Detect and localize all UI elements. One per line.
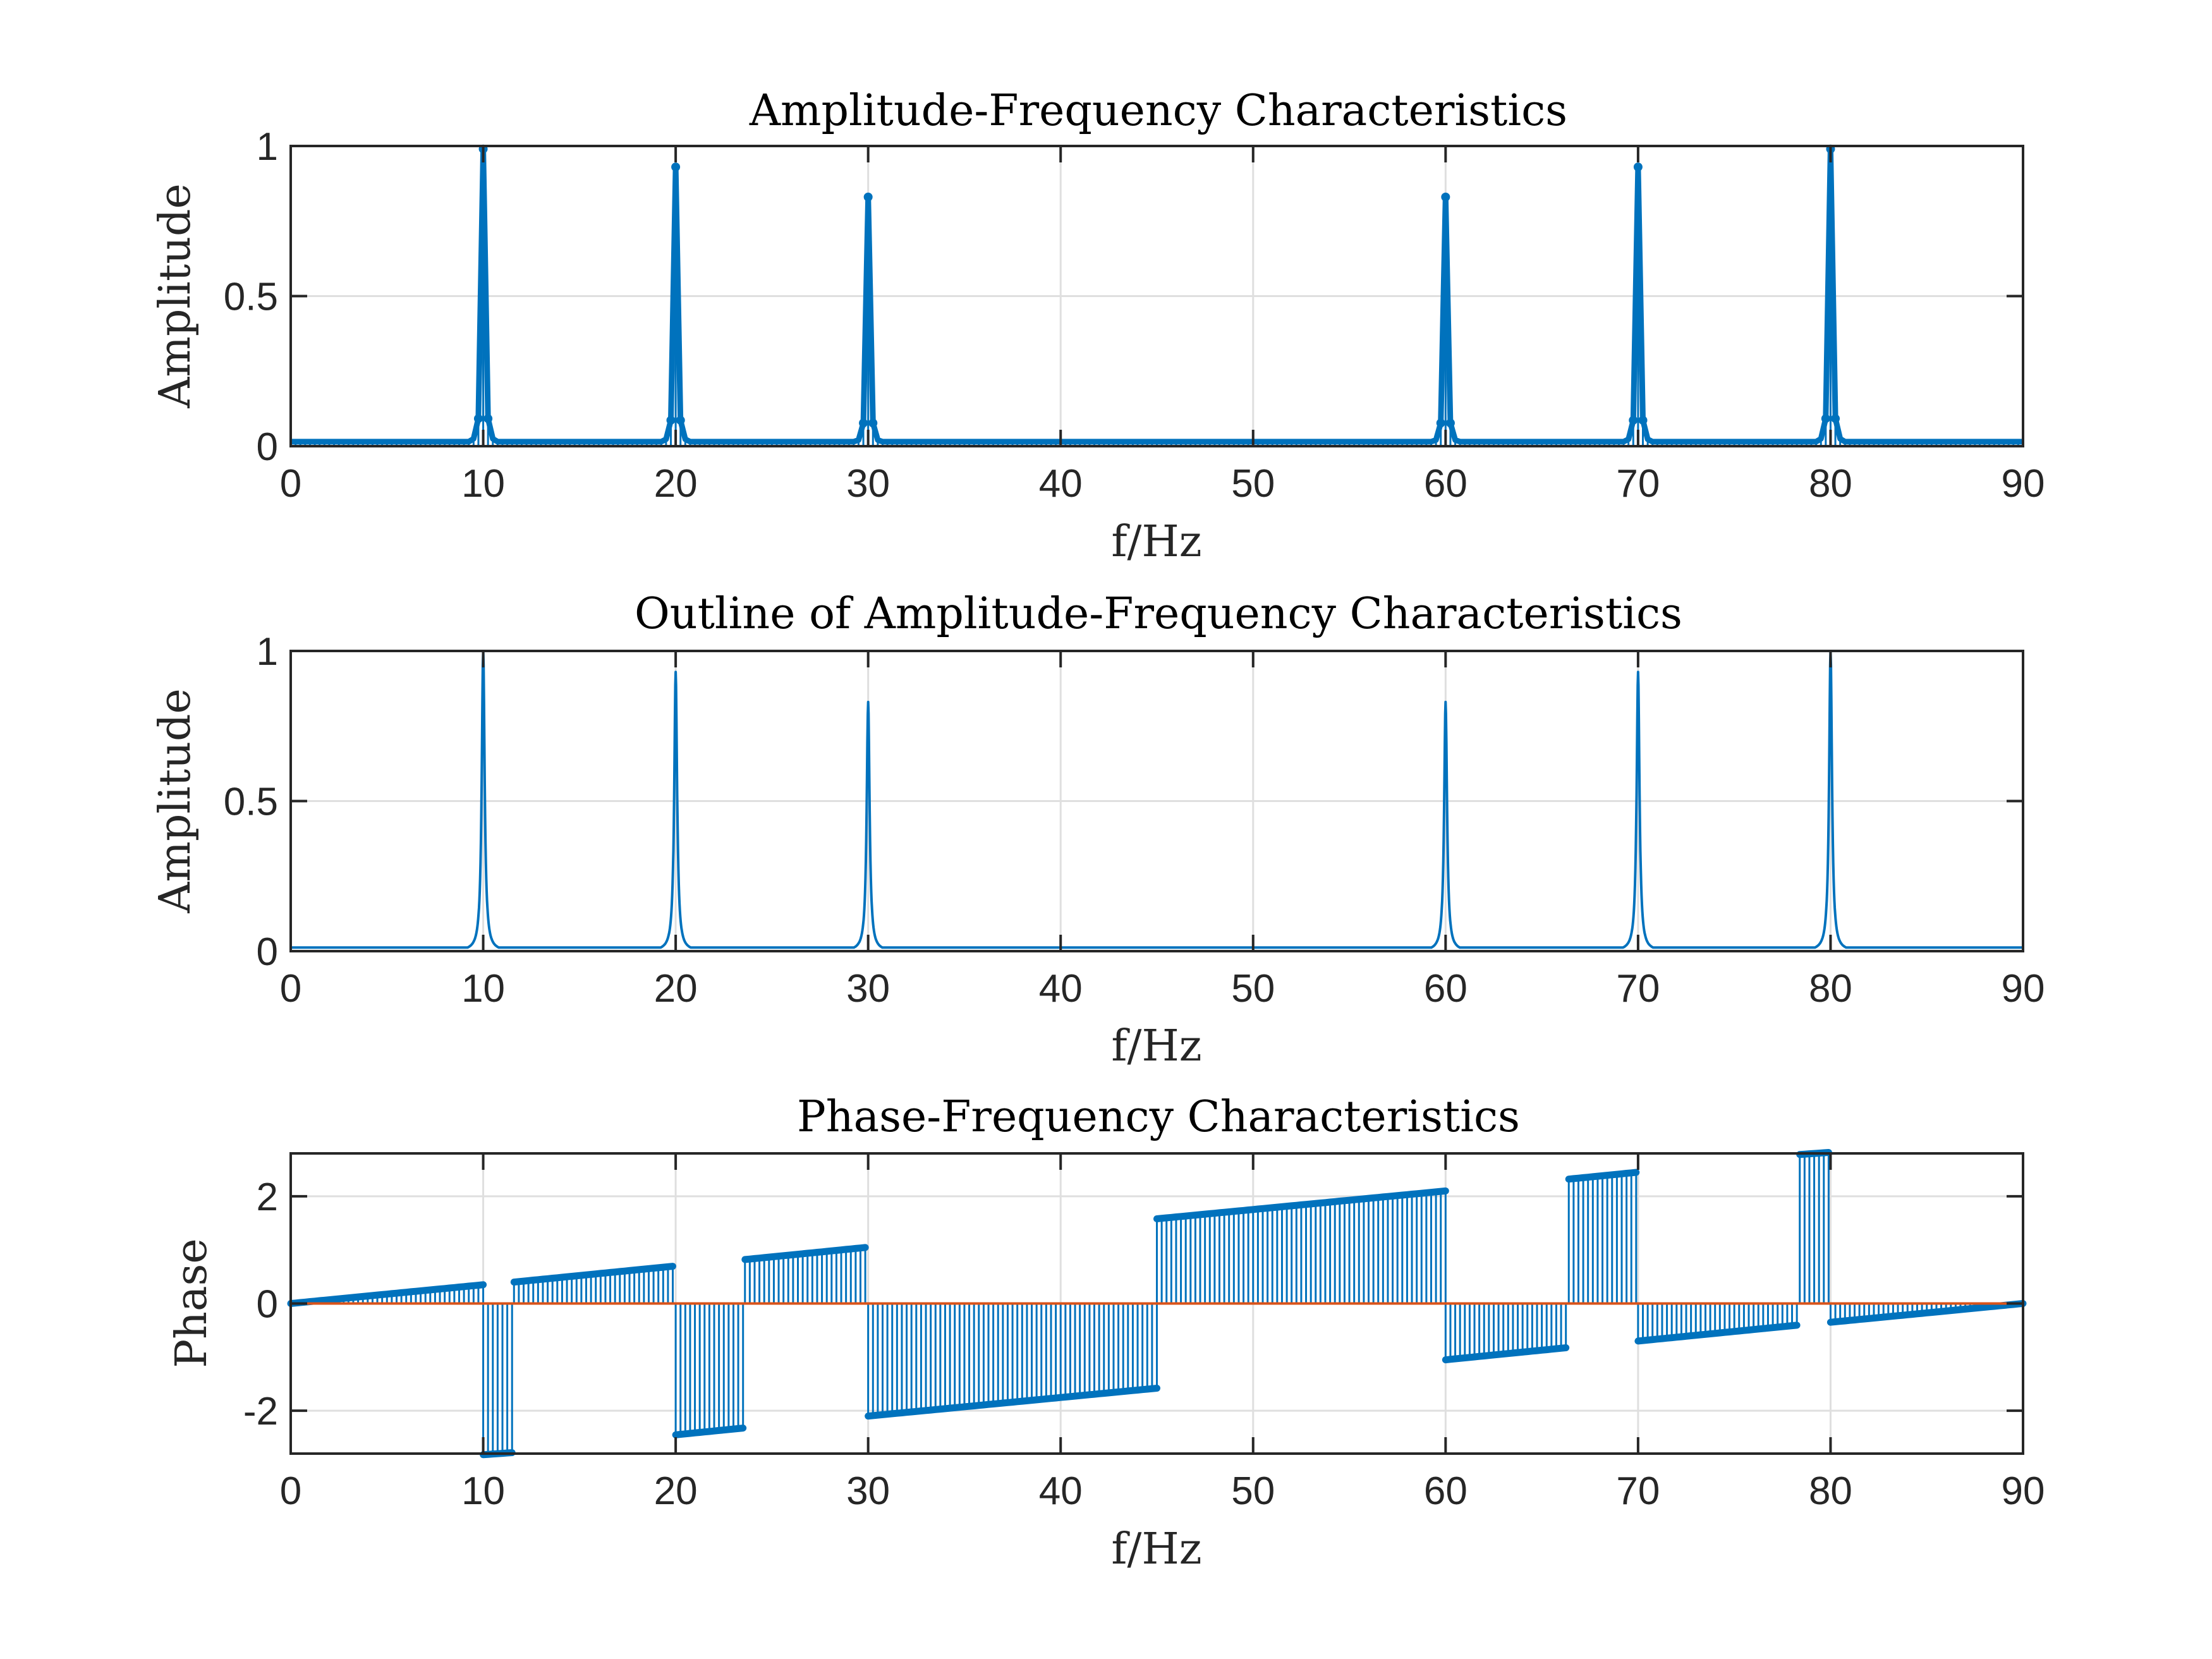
- amplitude-marker: [1831, 414, 1840, 423]
- amplitude-marker: [1821, 414, 1830, 423]
- amplitude-marker: [868, 418, 878, 428]
- phase-marker-trace: [1826, 1300, 2027, 1326]
- subplot-2-ticks: 0 10 20 30 40 50 60 70 80 90 0 0.5 1: [224, 630, 2045, 1011]
- subplot-2-xtick-label: 50: [1231, 967, 1275, 1011]
- subplot-3-xtick-label: 40: [1039, 1469, 1083, 1513]
- phase-marker-trace: [510, 1263, 676, 1286]
- amplitude-marker: [1633, 162, 1643, 172]
- subplot-1-xtick-label: 20: [654, 462, 698, 506]
- subplot-2-xtick-label: 90: [2002, 967, 2045, 1011]
- subplot-phase: Phase-Frequency Characteristics 0 10 20 30 4…: [167, 1092, 2045, 1574]
- subplot-1-xtick-label: 50: [1231, 462, 1275, 506]
- subplot-2-ytick-label: 1: [257, 630, 278, 674]
- subplot-3-title: Phase-Frequency Characteristics: [797, 1092, 1520, 1142]
- phase-marker-trace: [1565, 1169, 1640, 1183]
- outline-line: [289, 650, 2024, 949]
- subplot-2-ylabel: Amplitude: [150, 688, 200, 914]
- subplot-3-ytick-label: 0: [257, 1283, 278, 1327]
- amplitude-marker: [863, 192, 873, 202]
- phase-marker-trace: [865, 1385, 1160, 1420]
- subplot-1-xtick-label: 60: [1424, 462, 1468, 506]
- phase-marker-trace: [287, 1281, 487, 1307]
- subplot-3-ylabel: Phase: [167, 1238, 217, 1368]
- subplot-2-ytick-label: 0.5: [224, 781, 278, 824]
- subplot-3-xtick-label: 80: [1809, 1469, 1852, 1513]
- subplot-2-xtick-label: 10: [461, 967, 505, 1011]
- subplot-3-xtick-label: 50: [1231, 1469, 1275, 1513]
- subplot-2-xlabel: f/Hz: [1111, 1021, 1201, 1071]
- subplot-1-xtick-label: 90: [2002, 462, 2045, 506]
- subplot-2-marks: [289, 650, 2024, 949]
- subplot-2-xtick-label: 80: [1809, 967, 1852, 1011]
- subplot-1-ticks: 0 10 20 30 40 50 60 70 80 90 0 0.5 1: [224, 125, 2045, 506]
- subplot-1-xtick-label: 30: [846, 462, 890, 506]
- subplot-3-xtick-label: 90: [2002, 1469, 2045, 1513]
- subplot-2-xtick-label: 60: [1424, 967, 1468, 1011]
- subplot-3-marks: [287, 1149, 2027, 1459]
- subplot-2-xtick-label: 70: [1616, 967, 1660, 1011]
- amplitude-marker-trace: [291, 146, 2023, 445]
- amplitude-marker: [676, 415, 685, 425]
- amplitude-marker: [1441, 192, 1450, 202]
- subplot-1-ytick-label: 1: [257, 125, 278, 169]
- subplot-2-title: Outline of Amplitude-Frequency Character…: [635, 589, 1682, 639]
- phase-marker-trace: [1634, 1322, 1801, 1345]
- subplot-3-ticks: 0 10 20 30 40 50 60 70 80 90-202: [243, 1153, 2045, 1513]
- subplot-2-ytick-label: 0: [257, 930, 278, 974]
- phase-marker-trace: [672, 1425, 747, 1438]
- subplot-3-xtick-label: 60: [1424, 1469, 1468, 1513]
- subplot-1-ytick-label: 0.5: [224, 276, 278, 319]
- phase-marker-trace: [1442, 1344, 1570, 1364]
- subplot-3-xtick-label: 20: [654, 1469, 698, 1513]
- subplot-3-xtick-label: 30: [846, 1469, 890, 1513]
- subplot-3-ytick-label: -2: [243, 1390, 278, 1433]
- subplot-3-xtick-label: 70: [1616, 1469, 1660, 1513]
- amplitude-marker: [671, 162, 681, 172]
- subplot-1-xtick-label: 0: [280, 462, 301, 506]
- amplitude-marker: [473, 414, 483, 423]
- subplot-outline: Outline of Amplitude-Frequency Character…: [150, 589, 2045, 1071]
- subplot-amplitude: Amplitude-Frequency Characteristics 0 10 2…: [150, 86, 2045, 567]
- subplot-1-xtick-label: 80: [1809, 462, 1852, 506]
- amplitude-marker: [483, 414, 493, 423]
- subplot-1-ytick-label: 0: [257, 425, 278, 469]
- phase-marker-trace: [741, 1244, 869, 1263]
- subplot-2-xtick-label: 0: [280, 967, 301, 1011]
- subplot-2-xtick-label: 20: [654, 967, 698, 1011]
- subplot-1-xlabel: f/Hz: [1111, 517, 1201, 567]
- subplot-3-xtick-label: 10: [461, 1469, 505, 1513]
- amplitude-marker: [1445, 418, 1455, 428]
- phase-marker-trace: [1153, 1187, 1449, 1222]
- subplot-3-ytick-label: 2: [257, 1176, 278, 1219]
- subplot-2-xtick-label: 40: [1039, 967, 1083, 1011]
- subplot-2-xtick-label: 30: [846, 967, 890, 1011]
- subplot-1-xtick-label: 10: [461, 462, 505, 506]
- amplitude-marker: [1638, 415, 1648, 425]
- subplot-1-xtick-label: 40: [1039, 462, 1083, 506]
- amplitude-marker: [1436, 418, 1445, 428]
- amplitude-marker: [1629, 415, 1638, 425]
- amplitude-marker: [859, 418, 868, 428]
- subplot-3-xlabel: f/Hz: [1111, 1524, 1201, 1574]
- subplot-3-xtick-label: 0: [280, 1469, 301, 1513]
- amplitude-marker: [666, 415, 676, 425]
- subplot-1-title: Amplitude-Frequency Characteristics: [749, 86, 1567, 136]
- subplot-1-xtick-label: 70: [1616, 462, 1660, 506]
- subplot-1-ylabel: Amplitude: [150, 183, 200, 409]
